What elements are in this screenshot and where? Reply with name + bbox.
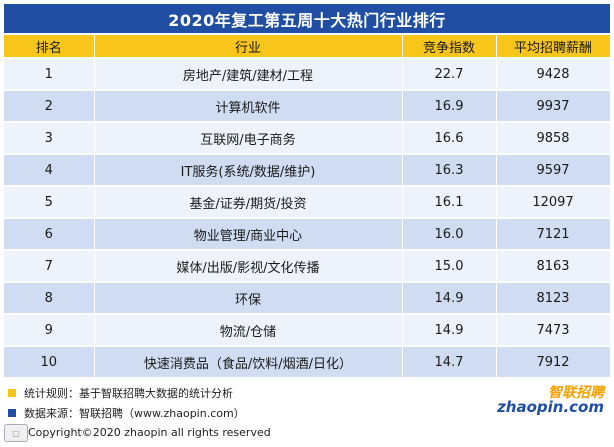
- cell-avg-salary: 9858: [496, 121, 611, 154]
- cell-industry: 物流/仓储: [94, 313, 403, 346]
- ranking-table: 排名 行业 竞争指数 平均招聘薪酬 1 房地产/建筑/建材/工程 22.7 9428 2…: [4, 35, 611, 377]
- footnotes: 统计规则：基于智联招聘大数据的统计分析 数据来源：智联招聘（www.zhaopi…: [8, 384, 245, 424]
- table-row: 5 基金/证券/期货/投资 16.1 12097: [4, 185, 611, 218]
- cell-avg-salary: 12097: [496, 185, 611, 218]
- cell-competition-index: 16.9: [402, 89, 497, 122]
- header-competition-index: 竞争指数: [402, 35, 497, 58]
- cell-rank: 9: [4, 313, 95, 346]
- table-row: 3 互联网/电子商务 16.6 9858: [4, 121, 611, 154]
- cell-rank: 1: [4, 57, 95, 90]
- cell-industry: 计算机软件: [94, 89, 403, 122]
- cell-competition-index: 14.9: [402, 313, 497, 346]
- cell-industry: 房地产/建筑/建材/工程: [94, 57, 403, 90]
- cell-industry: 互联网/电子商务: [94, 121, 403, 154]
- header-avg-salary: 平均招聘薪酬: [496, 35, 611, 58]
- brand-logo: 智联招聘 zhaopin.com: [488, 382, 608, 422]
- cell-industry: 快速消费品（食品/饮料/烟酒/日化）: [94, 345, 403, 377]
- copyright-text: Copyright©2020 zhaopin all rights reserv…: [28, 426, 271, 439]
- cell-avg-salary: 9597: [496, 153, 611, 186]
- watermark-logo-icon: ▢: [4, 424, 28, 442]
- cell-avg-salary: 7121: [496, 217, 611, 250]
- cell-competition-index: 16.3: [402, 153, 497, 186]
- brand-en: zhaopin.com: [497, 398, 604, 416]
- cell-industry: 媒体/出版/影视/文化传播: [94, 249, 403, 282]
- table-row: 2 计算机软件 16.9 9937: [4, 89, 611, 122]
- cell-rank: 8: [4, 281, 95, 314]
- cell-industry: IT服务(系统/数据/维护): [94, 153, 403, 186]
- brand-cn: 智联招聘: [548, 385, 604, 401]
- cell-competition-index: 14.7: [402, 345, 497, 377]
- header-rank: 排名: [4, 35, 95, 58]
- blue-square-icon: [8, 409, 16, 417]
- table-row: 7 媒体/出版/影视/文化传播 15.0 8163: [4, 249, 611, 282]
- table-row: 4 IT服务(系统/数据/维护) 16.3 9597: [4, 153, 611, 186]
- cell-industry: 基金/证券/期货/投资: [94, 185, 403, 218]
- note-source: 数据来源：智联招聘（www.zhaopin.com）: [8, 404, 245, 422]
- cell-competition-index: 14.9: [402, 281, 497, 314]
- cell-avg-salary: 7473: [496, 313, 611, 346]
- cell-rank: 5: [4, 185, 95, 218]
- cell-rank: 3: [4, 121, 95, 154]
- cell-avg-salary: 7912: [496, 345, 611, 377]
- table-row: 8 环保 14.9 8123: [4, 281, 611, 314]
- note-source-text: 数据来源：智联招聘（www.zhaopin.com）: [24, 407, 245, 420]
- cell-competition-index: 16.6: [402, 121, 497, 154]
- header-industry: 行业: [94, 35, 403, 58]
- table-row: 1 房地产/建筑/建材/工程 22.7 9428: [4, 57, 611, 90]
- table-row: 10 快速消费品（食品/饮料/烟酒/日化） 14.7 7912: [4, 345, 611, 377]
- yellow-square-icon: [8, 389, 16, 397]
- cell-industry: 物业管理/商业中心: [94, 217, 403, 250]
- cell-rank: 6: [4, 217, 95, 250]
- cell-competition-index: 15.0: [402, 249, 497, 282]
- cell-avg-salary: 8163: [496, 249, 611, 282]
- cell-competition-index: 16.1: [402, 185, 497, 218]
- cell-competition-index: 16.0: [402, 217, 497, 250]
- cell-rank: 2: [4, 89, 95, 122]
- cell-industry: 环保: [94, 281, 403, 314]
- cell-rank: 4: [4, 153, 95, 186]
- cell-rank: 10: [4, 345, 95, 377]
- table-row: 6 物业管理/商业中心 16.0 7121: [4, 217, 611, 250]
- cell-avg-salary: 8123: [496, 281, 611, 314]
- cell-avg-salary: 9428: [496, 57, 611, 90]
- note-rule: 统计规则：基于智联招聘大数据的统计分析: [8, 384, 245, 402]
- note-rule-text: 统计规则：基于智联招聘大数据的统计分析: [24, 387, 233, 400]
- cell-competition-index: 22.7: [402, 57, 497, 90]
- table-row: 9 物流/仓储 14.9 7473: [4, 313, 611, 346]
- table-header-row: 排名 行业 竞争指数 平均招聘薪酬: [4, 35, 611, 58]
- cell-rank: 7: [4, 249, 95, 282]
- cell-avg-salary: 9937: [496, 89, 611, 122]
- page-title: 2020年复工第五周十大热门行业排行: [4, 4, 610, 33]
